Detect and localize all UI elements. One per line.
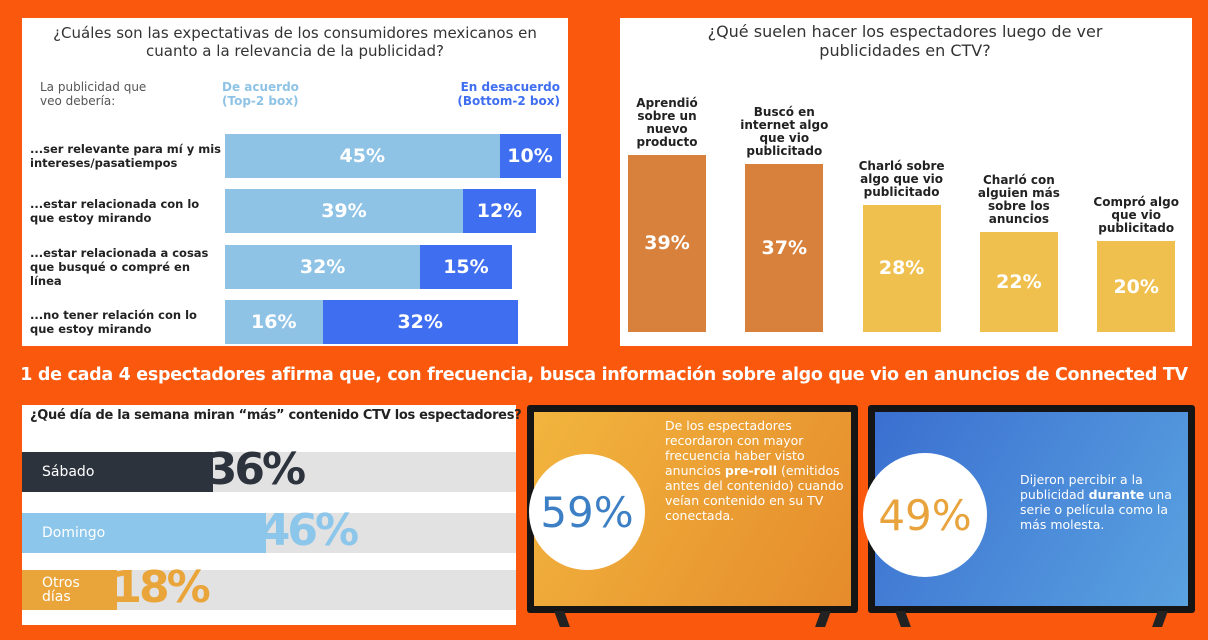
tv-text: Dijeron percibir a la publicidad durante… — [1020, 472, 1188, 532]
category-label: Charló con alguien más sobre los anuncio… — [972, 174, 1066, 226]
bar-segment: 45% — [225, 134, 500, 178]
value-label: 12% — [477, 200, 522, 222]
panel-expectations — [22, 18, 568, 346]
infographic: 1 de cada 4 espectadores afirma que, con… — [0, 0, 1208, 640]
bar: 22% — [980, 232, 1058, 332]
value-label: 15% — [443, 256, 488, 278]
bar-segment: 10% — [500, 134, 561, 178]
category-label: Compró algo que vio publicitado — [1089, 196, 1183, 235]
category-label: ...estar relacionada con lo que estoy mi… — [30, 189, 222, 233]
bar-segment: 32% — [323, 300, 518, 344]
value-label: 32% — [300, 256, 345, 278]
tv-stand — [895, 611, 911, 627]
chart-title: ¿Qué suelen hacer los espectadores luego… — [705, 22, 1105, 60]
value-label: 10% — [507, 145, 552, 167]
bar: 39% — [628, 155, 706, 332]
value-label: 46% — [260, 505, 356, 556]
tv-stand — [1152, 611, 1168, 627]
category-header: La publicidad que veo debería: — [40, 80, 160, 108]
bar-segment: 15% — [420, 245, 512, 289]
tv-stand — [554, 611, 570, 627]
legend-entry: De acuerdo (Top-2 box) — [222, 80, 299, 108]
value-label: 32% — [397, 311, 442, 333]
value-label: 45% — [340, 145, 385, 167]
category-label: Aprendió sobre un nuevo producto — [620, 97, 714, 149]
category-label: Charló sobre algo que vio publicitado — [855, 160, 949, 199]
legend-entry: En desacuerdo (Bottom-2 box) — [420, 80, 560, 108]
value-label: 39% — [644, 232, 689, 254]
bar-segment: 16% — [225, 300, 323, 344]
value-label: 22% — [996, 271, 1041, 293]
value-label: 20% — [1113, 276, 1158, 298]
value-label: 16% — [251, 311, 296, 333]
chart-title: ¿Qué día de la semana miran “más” conten… — [30, 408, 520, 423]
value-label: 36% — [207, 444, 303, 495]
category-label: Domingo — [42, 513, 102, 553]
bar: 20% — [1097, 241, 1175, 332]
category-label: Otros días — [42, 570, 102, 610]
bar-segment: 12% — [463, 189, 536, 233]
tv-text: De los espectadores recordaron con mayor… — [665, 418, 847, 523]
category-label: ...estar relacionada a cosas que busqué … — [30, 245, 222, 289]
value-label: 28% — [879, 257, 924, 279]
category-label: ...no tener relación con lo que estoy mi… — [30, 300, 222, 344]
bar-segment: 32% — [225, 245, 420, 289]
stat-circle: 49% — [863, 453, 987, 577]
text-segment: pre-roll — [725, 463, 777, 478]
chart-title: ¿Cuáles son las expectativas de los cons… — [45, 24, 545, 60]
category-label: Buscó en internet algo que vio publicita… — [737, 106, 831, 158]
banner: 1 de cada 4 espectadores afirma que, con… — [0, 350, 1208, 400]
value-label: 37% — [762, 237, 807, 259]
tv-stand — [815, 611, 831, 627]
bar-segment: 39% — [225, 189, 463, 233]
value-label: 18% — [111, 562, 207, 613]
text-segment: durante — [1089, 487, 1145, 502]
stat-circle: 59% — [529, 454, 645, 570]
category-label: ...ser relevante para mí y mis intereses… — [30, 134, 222, 178]
category-label: Sábado — [42, 452, 102, 492]
bar: 37% — [745, 164, 823, 332]
bar: 28% — [863, 205, 941, 332]
value-label: 39% — [321, 200, 366, 222]
